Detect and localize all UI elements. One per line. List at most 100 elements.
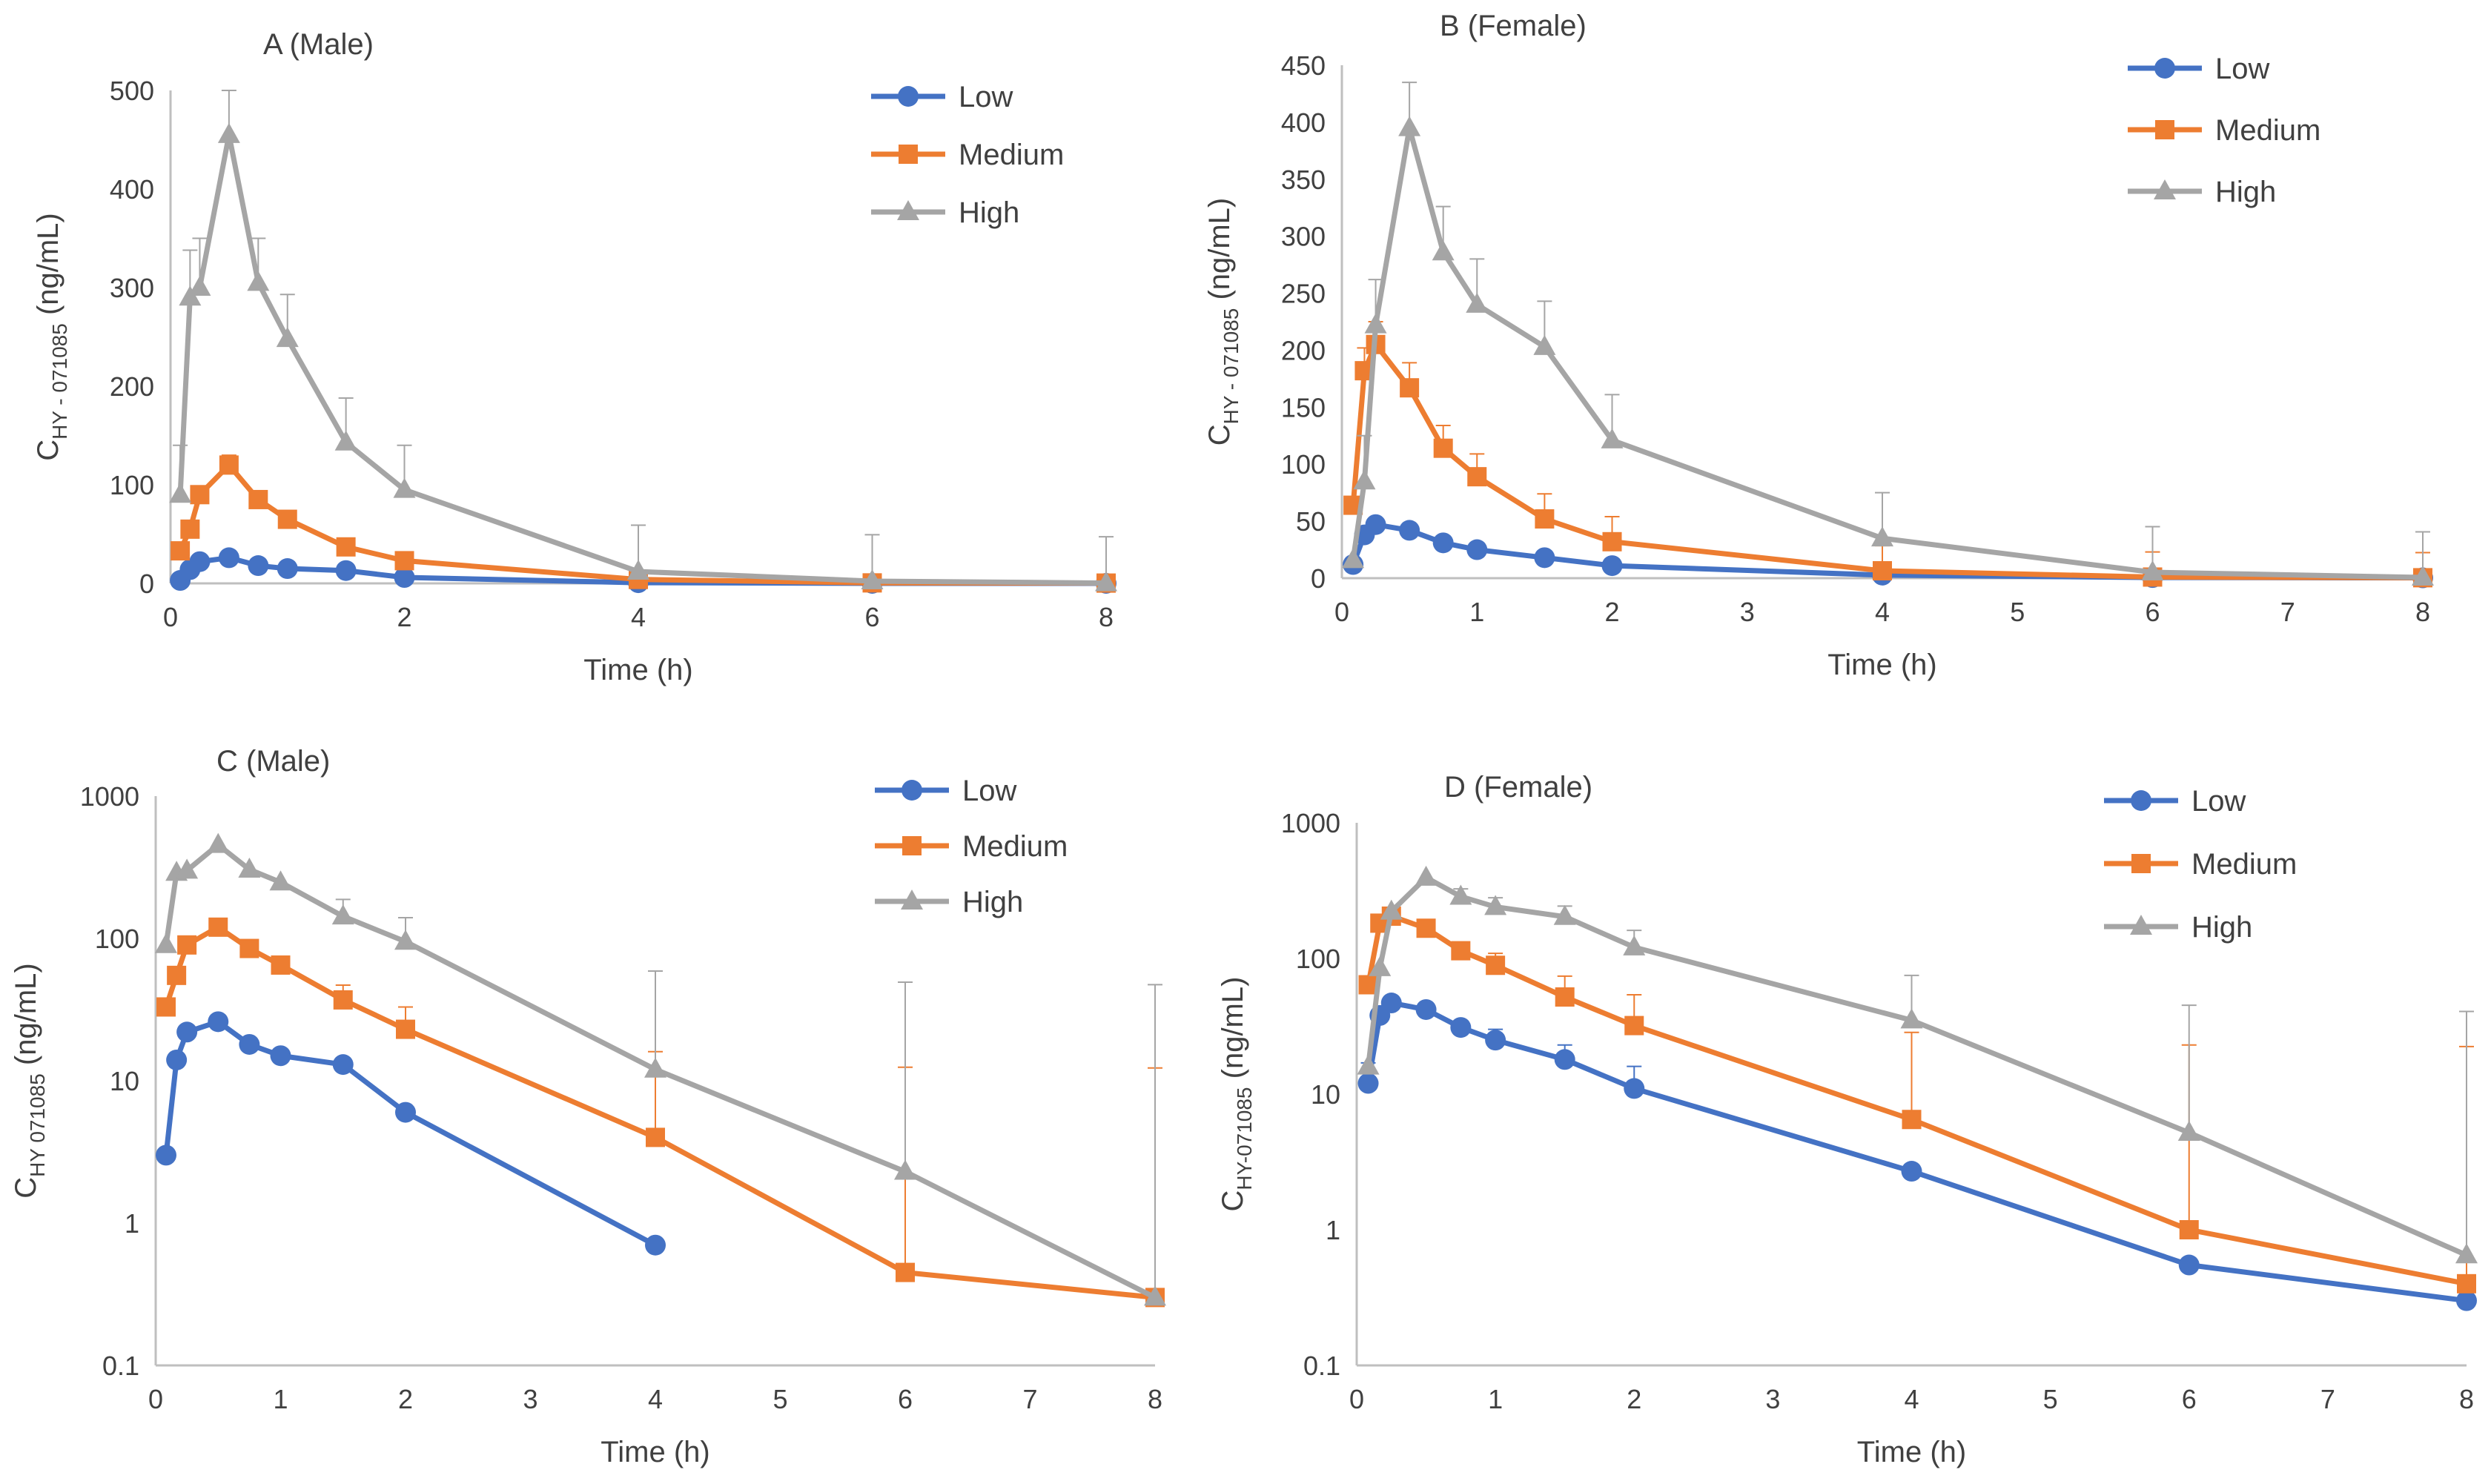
x-axis-title: Time (h) — [1827, 649, 1936, 681]
y-tick-label: 300 — [1281, 222, 1326, 252]
data-point — [239, 938, 259, 958]
data-point — [1466, 539, 1488, 560]
panel-title: D (Female) — [1444, 771, 1592, 804]
data-point — [218, 547, 239, 569]
legend-marker — [902, 780, 922, 801]
y-axis-title: CHY 071085 (ng/mL) — [10, 963, 49, 1198]
series-line — [1366, 875, 2468, 1258]
y-tick-label: 0.1 — [1303, 1351, 1340, 1381]
data-point — [248, 489, 268, 509]
x-tick-label: 1 — [1469, 597, 1484, 627]
data-point — [2455, 1243, 2478, 1264]
data-point — [277, 558, 298, 580]
y-tick-label: 100 — [1281, 449, 1326, 480]
x-tick-label: 3 — [1765, 1384, 1780, 1414]
data-point — [1365, 514, 1386, 535]
data-point — [1534, 547, 1555, 569]
data-point — [332, 1054, 354, 1076]
data-point — [156, 997, 176, 1017]
data-point — [394, 930, 417, 950]
data-point — [207, 832, 230, 853]
legend-label: Medium — [2215, 114, 2320, 147]
data-point — [1449, 884, 1472, 905]
data-point — [1357, 1073, 1379, 1094]
data-point — [1602, 531, 1622, 551]
data-point — [334, 430, 357, 451]
y-tick-label: 400 — [1281, 107, 1326, 138]
x-tick-label: 8 — [2459, 1384, 2474, 1414]
series-line — [177, 462, 1107, 586]
legend-item-medium: Medium — [2104, 848, 2297, 881]
legend-marker — [2155, 120, 2174, 139]
data-point — [394, 567, 415, 589]
y-axis-title: CHY - 071085 (ng/mL) — [32, 213, 71, 461]
data-point — [1624, 1016, 1644, 1036]
data-point — [269, 870, 292, 891]
data-point — [1398, 116, 1421, 136]
y-tick-label: 1000 — [80, 781, 139, 812]
series-high — [1357, 865, 2478, 1264]
data-point — [276, 327, 299, 348]
legend-marker — [901, 890, 923, 910]
legend-label: Low — [2215, 53, 2269, 85]
data-point — [1380, 899, 1403, 920]
data-point — [896, 1262, 915, 1282]
data-point — [2179, 1220, 2199, 1239]
data-point — [333, 990, 353, 1010]
data-point — [1433, 438, 1453, 458]
data-point — [248, 555, 269, 577]
y-tick-label: 200 — [110, 371, 154, 402]
y-tick-label: 1000 — [1281, 808, 1340, 838]
data-point — [335, 560, 357, 581]
data-point — [331, 904, 354, 925]
legend-item-low: Low — [875, 775, 1016, 807]
y-tick-label: 10 — [1311, 1079, 1340, 1110]
data-point — [394, 551, 414, 571]
legend-label: Low — [962, 775, 1016, 807]
data-point — [1400, 378, 1420, 398]
data-point — [1900, 1008, 1923, 1029]
y-tick-label: 0 — [139, 569, 154, 599]
x-axis-title: Time (h) — [601, 1436, 709, 1468]
data-point — [646, 1127, 665, 1147]
x-tick-label: 7 — [2280, 597, 2295, 627]
legend: Low Medium High — [2128, 53, 2320, 208]
x-tick-label: 7 — [2320, 1384, 2335, 1414]
legend-item-medium: Medium — [2128, 114, 2320, 147]
data-point — [177, 935, 197, 955]
data-point — [393, 477, 416, 498]
legend-marker — [897, 200, 919, 220]
series-line — [163, 1018, 657, 1248]
data-point — [1873, 561, 1892, 581]
data-point — [1535, 509, 1555, 529]
data-point — [1902, 1110, 1922, 1130]
x-tick-label: 5 — [773, 1384, 787, 1414]
chart-panel-d: 0.1 1 10 100 1000 0 1 2 3 4 5 6 7 8 Time (h) CHY-071085… — [1217, 771, 2478, 1468]
data-point — [1432, 240, 1455, 261]
data-point — [2457, 1273, 2476, 1293]
chart-panel-b: 0 50 100 150 200 250 300 350 400 450 0 1 2 3 4 5 6 7 8 Time… — [1203, 10, 2434, 681]
data-point — [167, 965, 187, 985]
data-point — [1144, 1285, 1166, 1306]
y-tick-label: 500 — [110, 76, 154, 106]
data-point — [336, 537, 356, 557]
data-point — [627, 560, 649, 580]
y-tick-label: 200 — [1281, 335, 1326, 365]
data-point — [1486, 955, 1506, 975]
data-point — [1533, 334, 1556, 355]
panel-title: C (Male) — [216, 745, 330, 778]
x-tick-label: 1 — [273, 1384, 288, 1414]
legend-marker — [902, 836, 922, 855]
data-point — [1624, 1078, 1645, 1099]
legend-label: Medium — [2191, 848, 2297, 881]
data-point — [239, 1033, 260, 1055]
legend-label: Low — [959, 81, 1013, 113]
data-point — [277, 509, 297, 529]
x-tick-label: 8 — [1099, 602, 1114, 632]
data-point — [1623, 935, 1646, 955]
y-tick-label: 0 — [1311, 563, 1326, 594]
x-tick-label: 4 — [648, 1384, 663, 1414]
x-tick-label: 8 — [1148, 1384, 1162, 1414]
data-point — [644, 1057, 666, 1078]
